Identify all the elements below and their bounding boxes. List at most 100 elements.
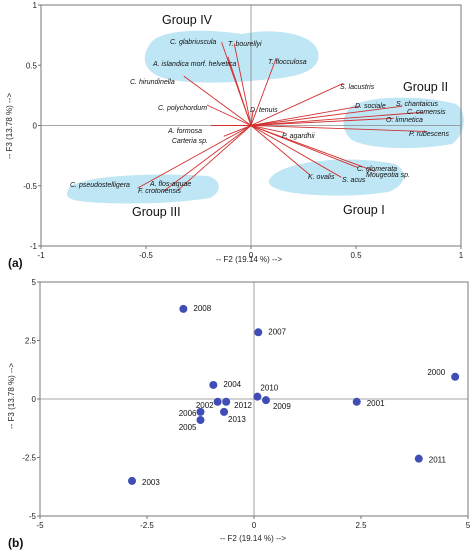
x-axis-label-b: -- F2 (19.14 %) --> (220, 534, 286, 543)
vector-label: D. tenuis (250, 107, 278, 114)
vector-label: P. agardhii (282, 133, 315, 140)
vector-label: C. comensis (407, 109, 446, 116)
vector-line (250, 125, 285, 134)
vector-line (250, 125, 342, 178)
group-label-iii: Group III (132, 205, 181, 219)
x-tick-label: -0.5 (139, 251, 153, 260)
vector-labels-a: C. glabriuscula T. bourellyi A. islandica … (70, 39, 449, 195)
y-tick-label: -1 (30, 242, 38, 251)
vector-line (250, 111, 424, 126)
vector-label: C. polychordum (158, 105, 207, 112)
vector-line (223, 125, 252, 137)
x-tick-label: 1 (459, 251, 464, 260)
y-tick-label: 0.5 (26, 61, 38, 70)
y-tick-label: 2.5 (25, 337, 37, 346)
vector-label: O. limnetica (386, 117, 423, 124)
vector-label: P. rubescens (409, 131, 449, 138)
data-point (253, 392, 262, 401)
data-point (209, 380, 218, 389)
panel-label-b: (b) (8, 536, 23, 550)
y-tick-label: -2.5 (22, 454, 36, 463)
y-tick-label: -0.5 (23, 182, 37, 191)
point-label: 2013 (228, 415, 246, 424)
y-tick-label: -5 (29, 512, 37, 521)
point-label: 2006 (179, 409, 197, 418)
point-label: 2009 (273, 402, 291, 411)
group-label-ii: Group II (403, 80, 448, 94)
vector-label: K. ovalis (308, 174, 335, 181)
data-point (213, 397, 222, 406)
data-point (179, 304, 188, 313)
vector-label: S. lacustris (340, 84, 375, 91)
vector-line (250, 105, 403, 126)
data-point (222, 397, 231, 406)
vector-label: A. islandica morf. helvetica (152, 61, 236, 68)
x-tick-label: -1 (37, 251, 45, 260)
points-b (128, 304, 460, 485)
vector-line (250, 82, 344, 126)
vector-line (250, 105, 361, 126)
vector-label: C. glabriuscula (170, 39, 216, 46)
point-labels-b: 2008 2007 2004 2010 2009 2002 2012 2006 2013 2005… (142, 304, 447, 487)
data-point (352, 397, 361, 406)
point-label: 2012 (234, 401, 252, 410)
vector-line (250, 109, 254, 126)
data-point (254, 328, 263, 337)
y-tick-label: 5 (32, 278, 37, 287)
data-point (196, 407, 205, 416)
vector-line (250, 125, 428, 132)
vector-line (183, 75, 252, 126)
vectors-a (137, 42, 428, 193)
y-axis-label-b: -- F3 (13.78 %) --> (7, 363, 16, 429)
data-point (414, 454, 423, 463)
vector-label: F. crotonensis (138, 188, 182, 195)
vector-label: T. bourellyi (228, 41, 262, 48)
panel-a-biplot: -1 -0.5 0 0.5 1 1 0.5 0 -0.5 -1 C. glabriuscula T.… (5, 1, 464, 270)
y-axis-label-a: -- F3 (13.78 %) --> (5, 93, 14, 159)
panel-label-a: (a) (8, 256, 23, 270)
point-label: 2008 (193, 304, 211, 313)
point-label: 2011 (429, 456, 447, 465)
point-label: 2000 (427, 368, 445, 377)
vector-line (206, 104, 252, 126)
vector-line (137, 125, 252, 189)
x-tick-label: 5 (466, 521, 471, 530)
vector-label: A. flos-aquae (149, 181, 191, 188)
data-point (220, 407, 229, 416)
vector-label: C. glomerata (357, 166, 397, 173)
y-tick-label: 0 (33, 122, 38, 131)
vector-line (233, 43, 252, 126)
x-tick-label: 0 (252, 521, 257, 530)
point-label: 2004 (223, 380, 241, 389)
point-label: 2005 (179, 423, 197, 432)
x-tick-label: 0 (249, 251, 254, 260)
vector-line (227, 56, 252, 126)
data-point (261, 396, 270, 405)
point-label: 2003 (142, 478, 160, 487)
vector-label: D. sociale (355, 103, 386, 110)
vector-label: Carteria sp. (172, 138, 208, 145)
vector-label: C. pseudostelligera (70, 182, 130, 189)
point-label: 2002 (196, 401, 214, 410)
x-tick-label: 2.5 (355, 521, 367, 530)
vector-label: S. acus (342, 177, 366, 184)
group-iv-area (144, 30, 319, 83)
vector-line (250, 125, 311, 176)
axes-b: -5 -2.5 0 2.5 5 5 2.5 0 -2.5 -5 (22, 278, 471, 530)
vector-line (162, 125, 252, 193)
x-tick-label: -2.5 (140, 521, 154, 530)
data-point (196, 416, 205, 425)
point-label: 2010 (260, 384, 278, 393)
vector-line (250, 117, 394, 126)
vector-line (250, 57, 277, 126)
x-axis-label-a: -- F2 (19.14 %) --> (216, 255, 282, 264)
group-label-iv: Group IV (162, 13, 213, 27)
point-label: 2001 (367, 399, 385, 408)
vector-label: A. formosa (167, 128, 202, 135)
vector-line (177, 125, 252, 191)
x-tick-label: 0.5 (350, 251, 362, 260)
group-label-i: Group I (343, 203, 385, 217)
group-iii-area (66, 174, 219, 204)
